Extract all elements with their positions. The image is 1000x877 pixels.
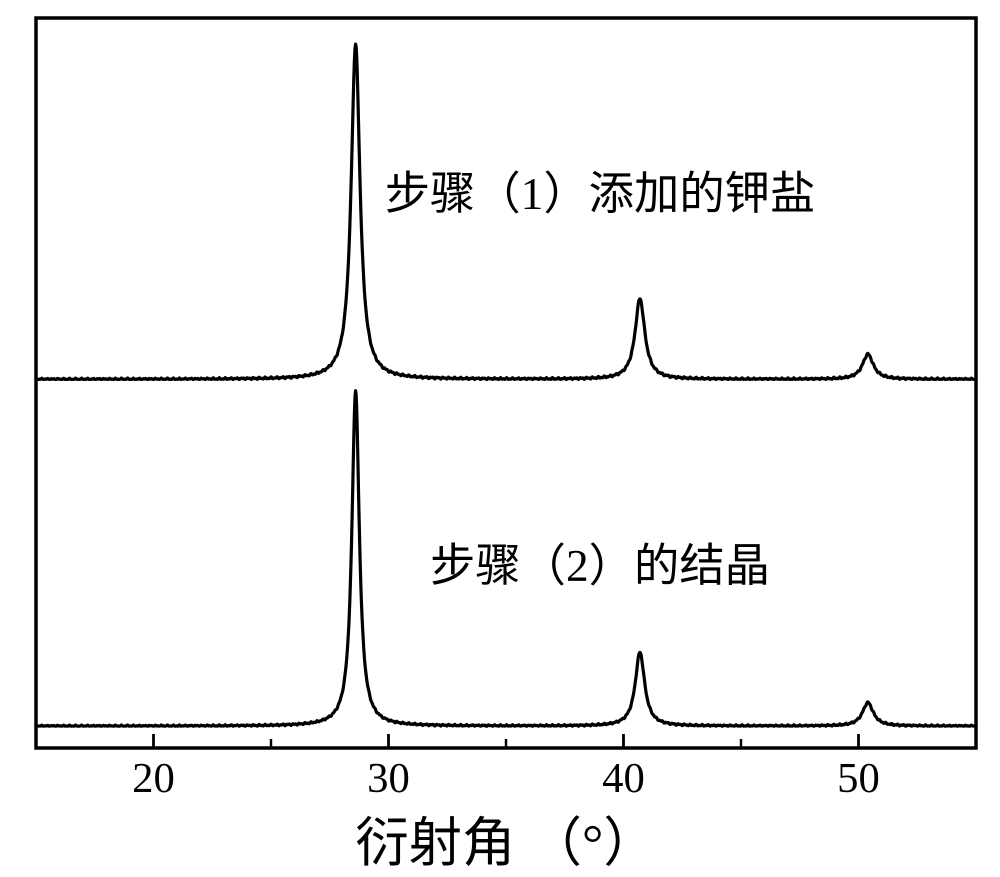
x-tick-label: 20 bbox=[132, 754, 175, 803]
xrd-chart-container: 步骤（1）添加的钾盐 步骤（2）的结晶 衍射角 （°） 20304050 bbox=[0, 0, 1000, 847]
x-tick-label: 40 bbox=[602, 754, 645, 803]
panel-label-top: 步骤（1）添加的钾盐 bbox=[385, 157, 816, 223]
xrd-chart-svg bbox=[0, 0, 1000, 847]
x-axis-label: 衍射角 （°） bbox=[355, 800, 656, 877]
panel-label-bottom: 步骤（2）的结晶 bbox=[430, 529, 770, 595]
x-tick-label: 50 bbox=[837, 754, 880, 803]
x-tick-label: 30 bbox=[367, 754, 410, 803]
